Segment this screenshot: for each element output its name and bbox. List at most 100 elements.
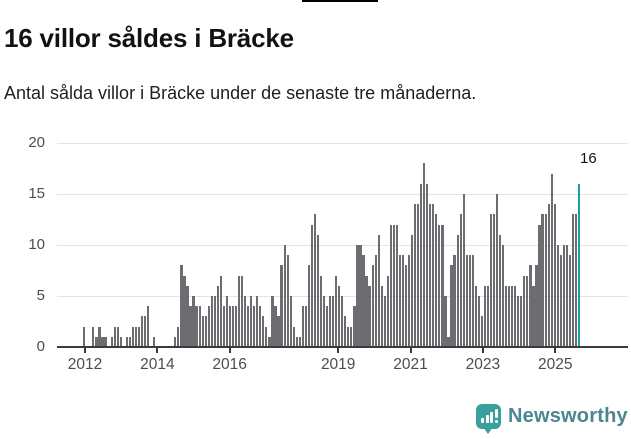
top-edge-artifact <box>302 0 378 2</box>
logo-exclamation-dot-icon <box>494 420 498 423</box>
bar <box>444 296 447 347</box>
bar <box>392 224 395 347</box>
bar <box>410 234 414 347</box>
gridline <box>57 244 628 246</box>
x-axis-tick-mark <box>337 348 340 353</box>
bar <box>195 306 198 347</box>
bar <box>347 326 350 347</box>
x-axis-tick-label: 2019 <box>320 356 356 373</box>
bar <box>143 316 147 347</box>
bar <box>231 306 235 347</box>
bar <box>556 245 559 347</box>
bar <box>110 336 113 347</box>
x-axis-tick-label: 2012 <box>67 356 103 373</box>
bar <box>523 275 526 347</box>
bar <box>277 316 280 347</box>
x-axis-tick-mark <box>84 348 86 353</box>
logo-chart-bar-icon <box>481 418 484 423</box>
bar <box>304 306 307 347</box>
bar <box>362 255 365 347</box>
bar <box>298 336 301 347</box>
bar <box>544 214 547 347</box>
bar <box>489 214 493 347</box>
bar <box>383 296 386 347</box>
logo-chart-bar-icon <box>490 412 493 423</box>
bar <box>532 285 535 347</box>
bar <box>508 285 511 347</box>
highlighted-bar <box>577 183 581 347</box>
bar <box>310 224 313 347</box>
bar <box>332 296 335 347</box>
bar <box>559 255 562 347</box>
gridline <box>57 142 628 144</box>
bar <box>268 336 271 347</box>
bar <box>368 285 371 347</box>
bar <box>225 296 229 347</box>
bar <box>234 306 238 347</box>
bar <box>201 316 204 347</box>
bar <box>492 214 496 347</box>
bar <box>553 204 556 347</box>
bar <box>344 316 347 347</box>
bar <box>222 306 225 347</box>
x-axis-tick-label: 2025 <box>537 356 573 373</box>
bar <box>125 336 128 347</box>
bar <box>316 234 320 347</box>
bar <box>477 296 480 347</box>
bar <box>453 255 456 347</box>
bar <box>426 183 429 347</box>
bar <box>432 204 435 347</box>
bar <box>520 296 523 347</box>
x-axis-tick-mark <box>228 348 231 353</box>
bar <box>486 285 490 347</box>
bar <box>380 285 383 347</box>
bar <box>447 336 450 347</box>
bar <box>210 296 213 347</box>
bar <box>95 336 98 347</box>
bar <box>280 265 283 347</box>
bar <box>389 224 392 347</box>
bar <box>483 285 486 347</box>
bar <box>262 316 265 347</box>
bar <box>113 326 116 347</box>
bar <box>350 326 353 347</box>
bar <box>98 326 101 347</box>
bar <box>286 255 289 347</box>
bar <box>414 204 417 347</box>
bar <box>265 326 268 347</box>
bar <box>116 326 119 347</box>
bar <box>216 285 219 347</box>
bar <box>338 285 341 347</box>
bar <box>423 163 426 347</box>
bar <box>517 296 520 347</box>
bar <box>289 296 292 347</box>
bar <box>468 255 471 347</box>
bar <box>471 255 474 347</box>
bar <box>456 234 459 347</box>
bar <box>574 214 578 347</box>
bar <box>146 306 150 347</box>
bar <box>502 245 505 347</box>
bar <box>204 316 207 347</box>
bar <box>547 204 550 347</box>
newsworthy-logo-icon <box>476 404 501 429</box>
bar <box>441 224 444 347</box>
bar <box>174 336 177 347</box>
y-axis-tick-label: 20 <box>28 134 45 151</box>
page-title: 16 villor såldes i Bräcke <box>4 23 294 54</box>
bar <box>250 296 253 347</box>
bar <box>404 265 408 347</box>
bar <box>374 255 377 347</box>
bar <box>377 234 380 347</box>
bar <box>562 245 565 347</box>
bar <box>550 173 553 347</box>
bar <box>219 275 222 347</box>
bar <box>505 285 508 347</box>
bar <box>134 326 137 347</box>
bar <box>495 194 499 347</box>
y-axis-tick-label: 5 <box>36 287 45 304</box>
newsworthy-logo[interactable]: Newsworthy <box>476 403 631 437</box>
bar <box>292 326 295 347</box>
bar <box>247 306 250 347</box>
